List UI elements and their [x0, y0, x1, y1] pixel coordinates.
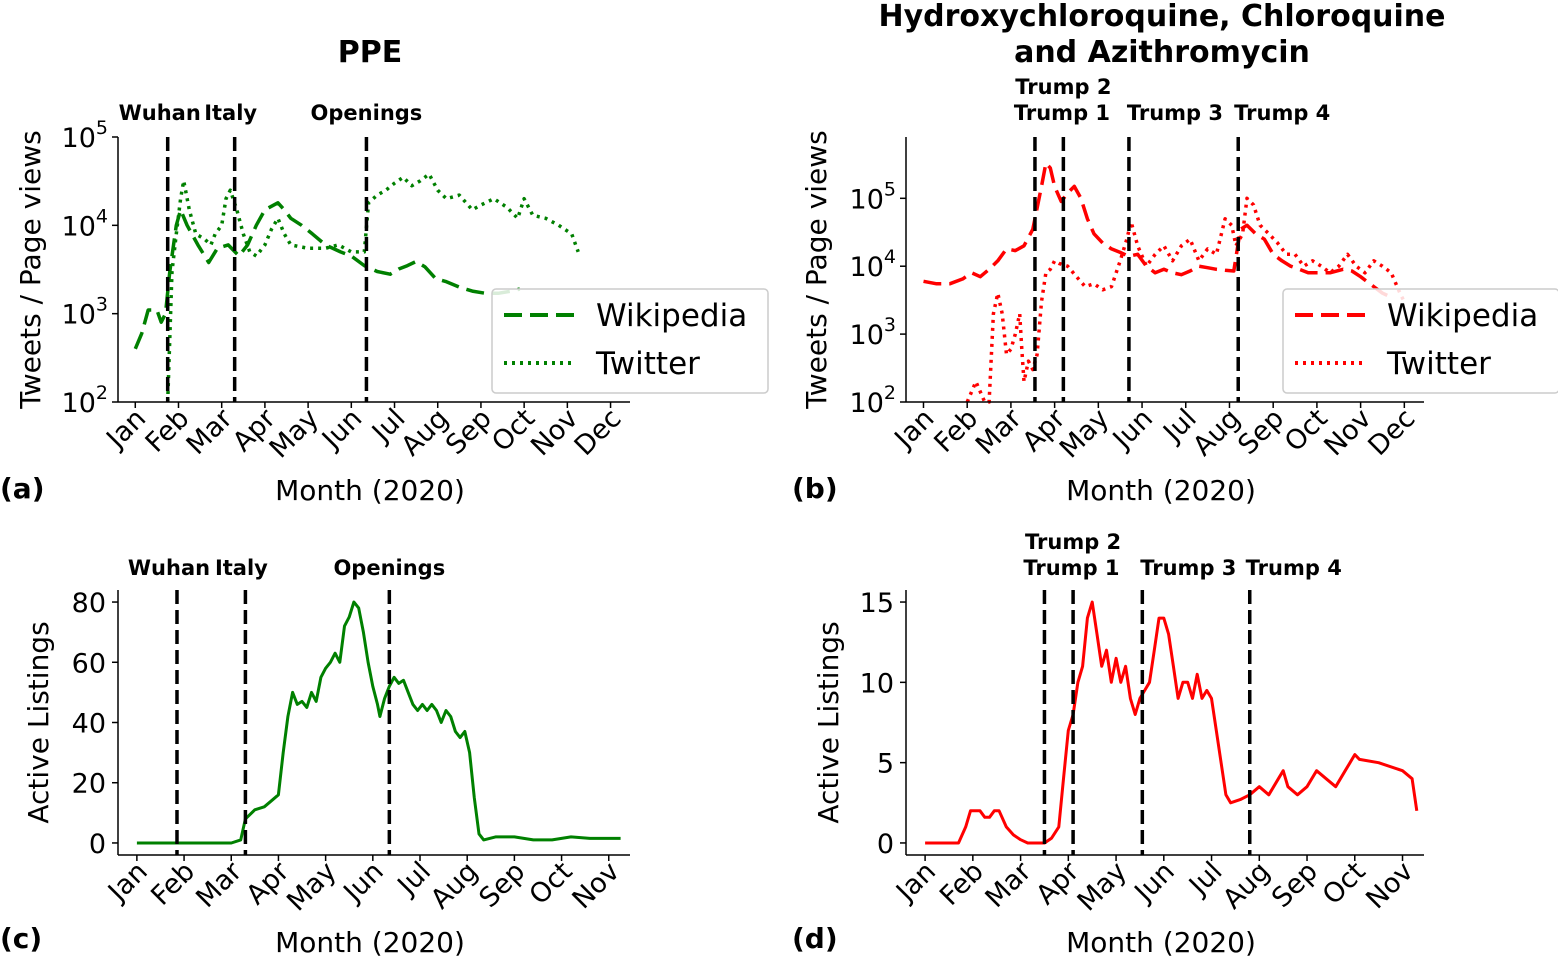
x-tick-label: Feb: [934, 856, 990, 912]
x-tick-label: Feb: [145, 856, 201, 912]
x-tick-label: Jan: [888, 403, 941, 456]
y-axis-label: Tweets / Page views: [800, 130, 833, 409]
x-tick-label: Jun: [337, 856, 390, 909]
x-tick-label: Aug: [1217, 856, 1276, 915]
event-label: Trump 1: [1014, 101, 1110, 125]
x-tick-label: Jun: [1128, 856, 1181, 909]
x-tick-label: Sep: [1266, 856, 1324, 914]
y-tick-label: 60: [72, 648, 106, 679]
series-line-listings: [925, 600, 1419, 845]
event-label: Openings: [333, 556, 445, 580]
chart-title-line: PPE: [338, 35, 402, 70]
x-tick-label: Jun: [315, 403, 368, 456]
x-tick-label: May: [264, 403, 325, 464]
x-tick-label: May: [281, 856, 342, 917]
y-axis-label: Active Listings: [22, 621, 55, 823]
y-tick-label: 10: [860, 668, 894, 699]
panel-label: (d): [792, 922, 838, 955]
series-line-listings: [136, 600, 621, 845]
x-tick-label: Dec: [1362, 403, 1421, 462]
chart-title-line: and Azithromycin: [1014, 35, 1310, 70]
y-tick-label: 105: [850, 178, 896, 215]
x-tick-label: Nov: [1360, 856, 1419, 915]
x-tick-label: Aug: [425, 856, 484, 915]
legend-label: Wikipedia: [596, 298, 747, 334]
event-label: Wuhan: [119, 101, 201, 125]
event-label: Wuhan: [128, 556, 210, 580]
legend-label: Twitter: [595, 346, 700, 382]
x-tick-label: Sep: [473, 856, 531, 914]
legend: Wikipedia Twitter: [491, 288, 769, 394]
y-axis-label: Tweets / Page views: [14, 130, 47, 409]
event-label: Trump 1: [1023, 556, 1119, 580]
x-tick-label: May: [1054, 403, 1115, 464]
y-tick-label: 5: [877, 749, 894, 780]
x-tick-label: Mar: [190, 855, 249, 914]
event-label: Trump 3: [1127, 101, 1223, 125]
y-tick-label: 15: [860, 588, 894, 619]
legend-label: Twitter: [1386, 346, 1491, 382]
y-tick-label: 102: [62, 382, 108, 419]
series-line-wikipedia: [923, 161, 1392, 299]
legend-label: Wikipedia: [1387, 298, 1538, 334]
x-tick-label: Oct: [1317, 856, 1372, 911]
series-line-twitter: [965, 196, 1406, 404]
chart-title-line: Hydroxychloroquine, Chloroquine: [878, 0, 1445, 34]
event-label: Italy: [204, 101, 257, 125]
x-tick-label: Nov: [567, 856, 626, 915]
y-tick-label: 80: [72, 588, 106, 619]
x-tick-label: Mar: [980, 855, 1039, 914]
event-label: Trump 2: [1015, 75, 1111, 99]
x-axis-label: Month (2020): [1066, 926, 1256, 959]
y-tick-label: 104: [850, 246, 896, 283]
y-tick-label: 103: [62, 294, 108, 331]
y-tick-label: 0: [89, 829, 106, 860]
series-line-wikipedia: [133, 201, 521, 350]
y-tick-label: 102: [850, 382, 896, 419]
x-tick-label: Oct: [486, 403, 541, 458]
y-tick-label: 20: [72, 769, 106, 800]
y-tick-label: 0: [877, 829, 894, 860]
x-tick-label: Jan: [889, 856, 942, 909]
x-tick-label: Dec: [569, 403, 628, 462]
x-tick-label: Oct: [1279, 403, 1334, 458]
event-label: Trump 2: [1025, 530, 1121, 554]
x-tick-label: Jan: [99, 403, 152, 456]
panel-c: Wuhan Italy Openings020406080JanFebMarAprM…: [0, 556, 630, 959]
y-tick-label: 104: [62, 205, 108, 242]
y-tick-label: 103: [850, 314, 896, 351]
y-tick-label: 40: [72, 709, 106, 740]
x-axis-label: Month (2020): [275, 926, 465, 959]
x-tick-label: Oct: [524, 856, 579, 911]
panel-label: (a): [0, 472, 45, 505]
y-tick-label: 105: [62, 117, 108, 154]
panel-label: (c): [0, 922, 42, 955]
x-axis-label: Month (2020): [1066, 474, 1256, 507]
x-tick-label: Feb: [140, 403, 196, 459]
event-label: Trump 4: [1234, 101, 1330, 125]
x-tick-label: Jun: [1106, 403, 1159, 456]
x-axis-label: Month (2020): [275, 474, 465, 507]
event-label: Italy: [215, 556, 268, 580]
panel-label: (b): [792, 472, 838, 505]
x-tick-label: May: [1072, 856, 1133, 917]
y-axis-label: Active Listings: [812, 621, 845, 823]
event-label: Trump 3: [1140, 556, 1236, 580]
event-label: Openings: [311, 101, 423, 125]
event-label: Trump 4: [1246, 556, 1342, 580]
x-tick-label: Jan: [101, 856, 154, 909]
legend: Wikipedia Twitter: [1282, 288, 1558, 394]
x-tick-label: Sep: [1232, 403, 1290, 461]
x-tick-label: Feb: [928, 403, 984, 459]
